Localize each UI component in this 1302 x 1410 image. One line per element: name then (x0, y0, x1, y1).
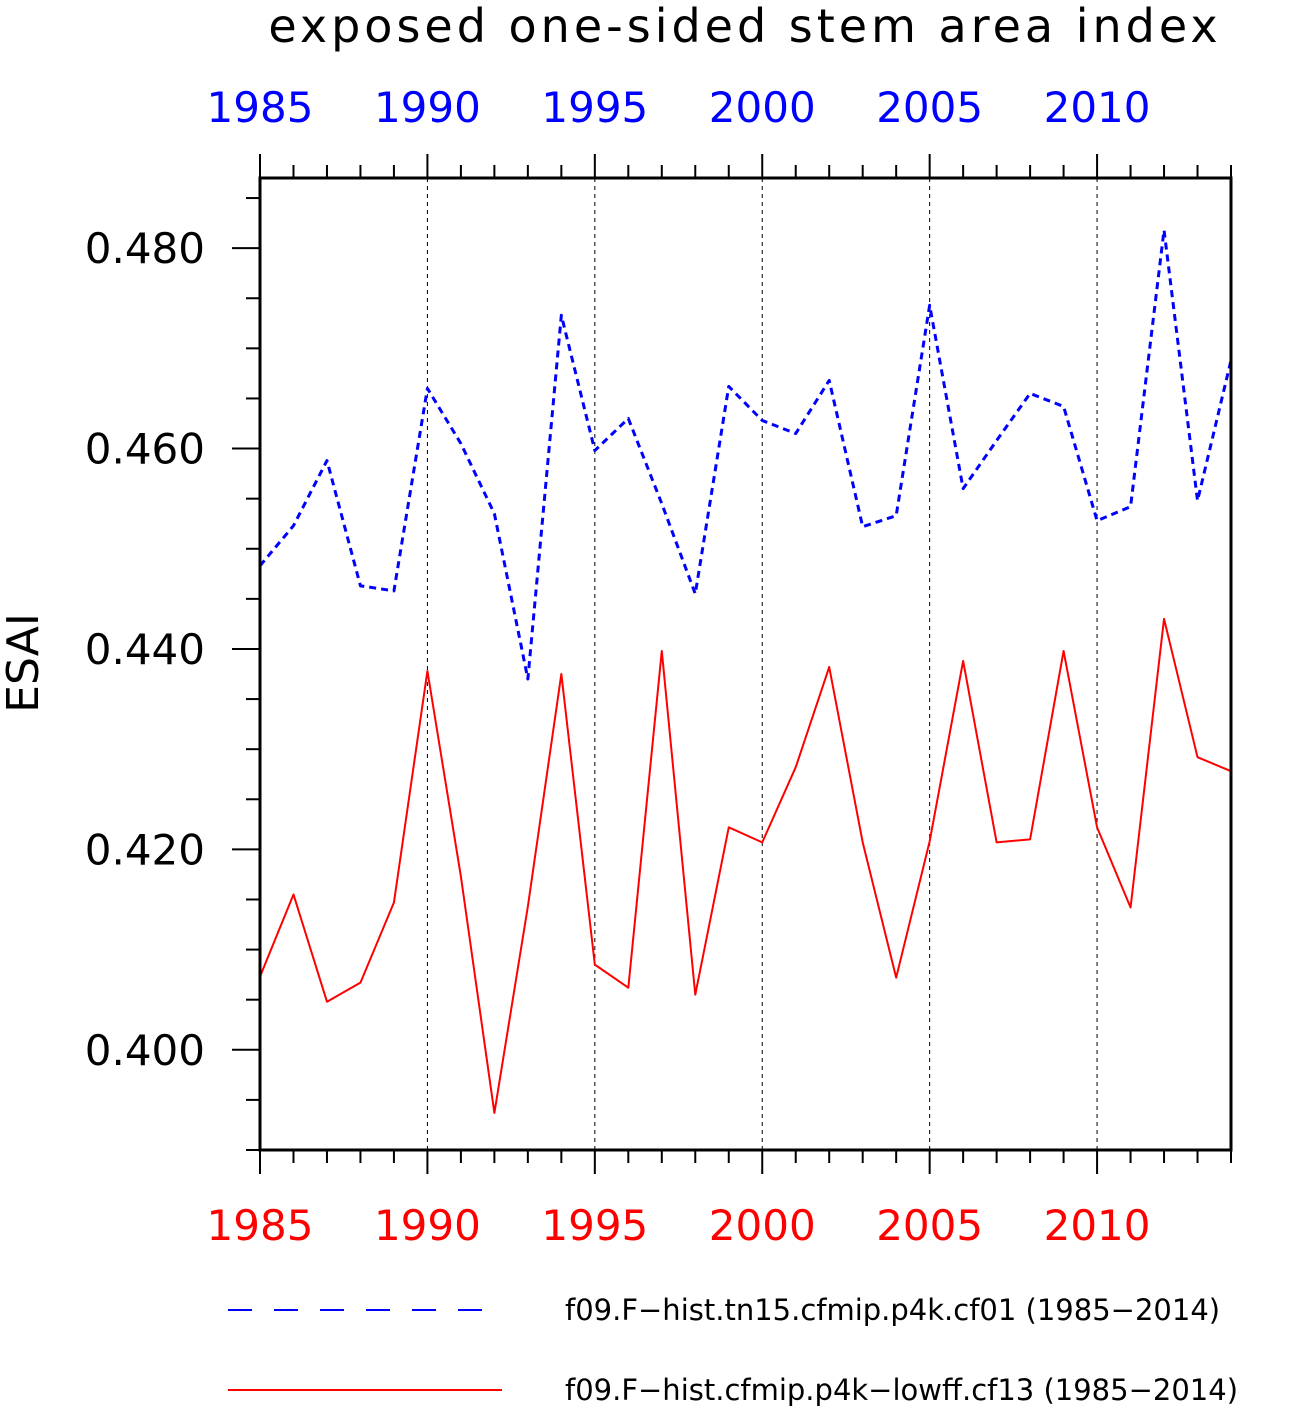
legend: f09.F−hist.tn15.cfmip.p4k.cf01 (1985−201… (228, 1293, 1238, 1407)
plot-frame (258, 176, 1233, 1152)
bottom-x-tick-label: 1995 (541, 1201, 648, 1250)
top-x-tick-label: 2010 (1044, 83, 1151, 132)
bottom-x-tick-label: 2000 (709, 1201, 816, 1250)
y-tick-label: 0.460 (85, 425, 205, 474)
top-x-tick-label: 1985 (207, 83, 314, 132)
top-x-tick-label: 2000 (709, 83, 816, 132)
bottom-x-tick-label: 2010 (1044, 1201, 1151, 1250)
top-x-tick-label: 2005 (876, 83, 983, 132)
series-group (258, 228, 1233, 1114)
bottom-x-tick-label: 2005 (876, 1201, 983, 1250)
top-x-tick-label: 1995 (541, 83, 648, 132)
y-tick-label: 0.400 (85, 1026, 205, 1075)
vertical-grid (426, 178, 1098, 1150)
series-line-1 (258, 228, 1233, 681)
chart-title: exposed one-sided stem area index (268, 0, 1221, 53)
bottom-x-tick-label: 1985 (207, 1201, 314, 1250)
legend-label-1: f09.F−hist.tn15.cfmip.p4k.cf01 (1985−201… (565, 1293, 1220, 1327)
legend-label-2: f09.F−hist.cfmip.p4k−lowff.cf13 (1985−20… (565, 1373, 1238, 1407)
series-line-2 (259, 617, 1232, 1114)
y-axis-label: ESAI (0, 613, 49, 713)
axes-group: 1985 1985 1990 1990 1995 1995 2000 2000 2005 2005… (85, 83, 1232, 1250)
y-tick-label: 0.420 (85, 825, 205, 874)
bottom-x-tick-label: 1990 (374, 1201, 481, 1250)
top-x-tick-label: 1990 (374, 83, 481, 132)
y-tick-label: 0.440 (85, 625, 205, 674)
y-tick-label: 0.480 (85, 224, 205, 273)
